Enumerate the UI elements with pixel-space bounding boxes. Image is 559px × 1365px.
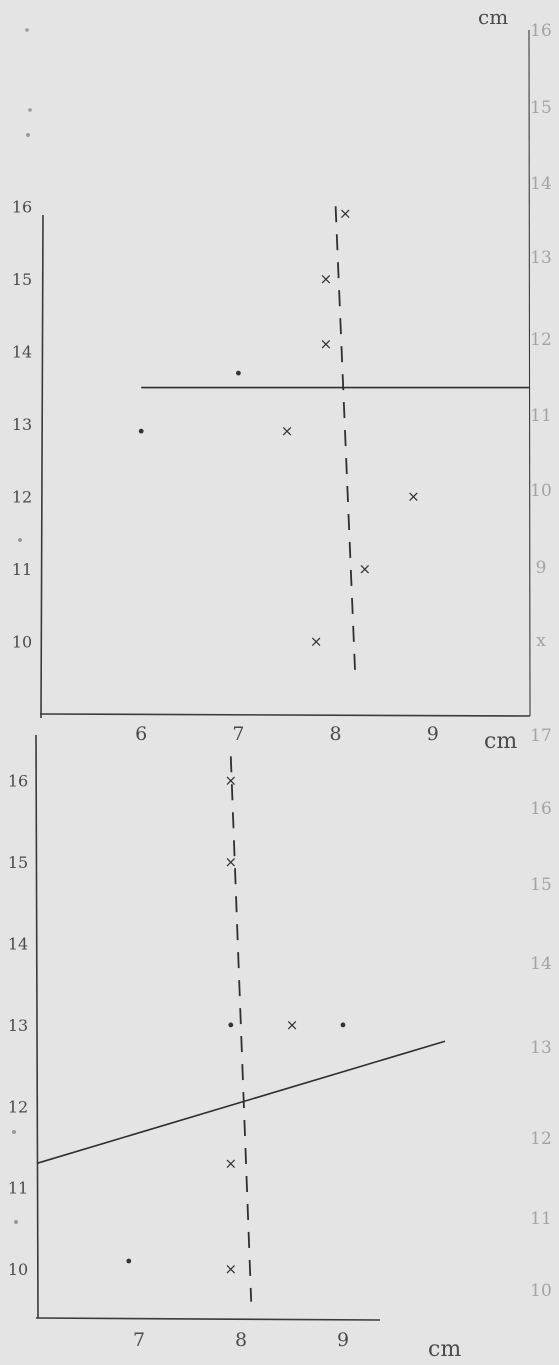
chart1-y-tick-label-right: 17 [530, 726, 552, 746]
chart0-x-tick-label: 8 [330, 723, 342, 745]
chart0-y-tick-label-right: 12 [530, 330, 552, 350]
chart0-y-tick-label-right: 13 [530, 248, 552, 268]
top-chart-x-axis [39, 713, 531, 717]
chart1-y-tick-label-left: 12 [8, 1097, 28, 1116]
chart1-y-tick-label-left: 13 [8, 1016, 28, 1035]
chart0-y-tick-label-right: 10 [530, 481, 552, 501]
chart0-dashed-line [334, 206, 356, 671]
chart0-y-tick-label-right: 11 [530, 406, 552, 426]
chart1-y-tick-label-right: 12 [530, 1129, 552, 1149]
chart0-y-tick-label-left: 12 [12, 487, 32, 506]
chart0-y-tick-label-right: 9 [536, 558, 547, 578]
bottom-chart-y-axis [35, 734, 39, 1319]
chart1-y-tick-label-right: 13 [530, 1038, 552, 1058]
top-chart-right-edge [528, 29, 531, 717]
chart1-y-tick-label-right: 11 [530, 1209, 552, 1229]
chart1-solid-line [36, 1040, 446, 1165]
margin-specks [12, 28, 32, 1224]
chart1-x-tick-label: 8 [235, 1329, 247, 1351]
chart1-data-point-x: × [225, 1154, 238, 1172]
chart1-data-point-x: × [225, 772, 238, 790]
bottom-chart-x-axis [35, 1317, 381, 1321]
chart1-y-tick-label-right: 15 [530, 875, 552, 895]
chart0-y-tick-label-left: 16 [12, 197, 32, 216]
chart1-data-point-x: × [225, 853, 238, 871]
top-chart-y-axis [40, 214, 44, 719]
chart0-y-tick-label-right: x [536, 631, 546, 651]
chart0-y-tick-label-left: 13 [12, 415, 32, 434]
chart0-data-point-dot [236, 370, 241, 376]
chart0-x-tick-label: 6 [135, 723, 147, 745]
chart1-y-tick-label-right: 10 [530, 1281, 552, 1301]
chart1-x-tick-label: 9 [337, 1329, 349, 1351]
chart1-data-point-x: × [286, 1016, 299, 1034]
top-chart-bottom-unit-label: cm [484, 729, 517, 754]
chart0-data-point-x: × [358, 560, 371, 578]
chart0-x-tick-label: 9 [427, 723, 439, 745]
bottom-chart-unit-label: cm [428, 1337, 461, 1362]
chart0-y-tick-label-right: 16 [530, 21, 552, 41]
chart0-data-point-x: × [320, 335, 333, 353]
chart1-data-point-x: × [225, 1260, 238, 1278]
chart0-y-tick-label-right: 15 [530, 98, 552, 118]
top-chart-right-unit-label: cm [478, 5, 508, 29]
chart1-x-tick-label: 7 [133, 1329, 145, 1351]
chart0-data-point-dot [138, 428, 144, 434]
bottom-scatter-chart: 7 8 9 10 11 12 13 14 15 16 17 16 15 14 13 12 11 10 × × × ×… [8, 726, 552, 1362]
chart0-x-tick-label: 7 [232, 723, 244, 745]
chart1-y-tick-label-left: 11 [8, 1179, 28, 1198]
chart1-y-tick-label-right: 14 [530, 954, 552, 974]
chart0-data-point-x: × [281, 422, 294, 440]
chart1-dashed-line [229, 756, 253, 1302]
chart1-y-tick-label-left: 14 [8, 935, 28, 954]
chart1-y-tick-label-left: 15 [8, 853, 28, 872]
chart1-y-tick-label-right: 16 [530, 799, 552, 819]
chart0-y-tick-label-left: 10 [12, 632, 32, 651]
chart1-data-point-dot [228, 1022, 234, 1028]
chart0-data-point-x: × [339, 205, 352, 223]
chart0-y-tick-label-right: 14 [530, 174, 552, 194]
chart1-data-point-dot [126, 1258, 132, 1264]
chart0-data-point-x: × [320, 270, 333, 288]
chart0-data-point-x: × [310, 632, 323, 650]
chart1-y-tick-label-left: 16 [8, 772, 28, 791]
chart0-y-tick-label-left: 11 [12, 560, 32, 579]
chart1-data-point-dot [340, 1022, 346, 1028]
top-scatter-chart: 6 7 8 9 10 11 12 13 14 15 16 16 15 14 13 12 11 10 9 x × × ×… [12, 5, 552, 754]
chart0-y-tick-label-left: 14 [12, 342, 32, 361]
chart1-y-tick-label-left: 10 [8, 1260, 28, 1279]
chart0-y-tick-label-left: 15 [12, 270, 32, 289]
chart0-data-point-x: × [407, 487, 420, 505]
